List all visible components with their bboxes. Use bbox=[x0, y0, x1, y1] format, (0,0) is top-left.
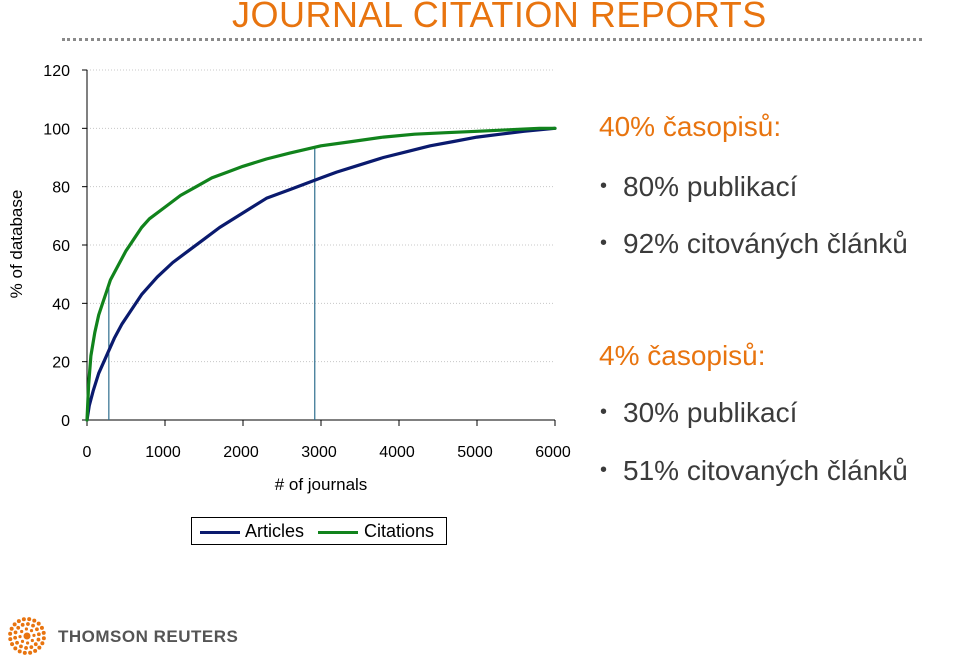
legend-label-citations: Citations bbox=[364, 521, 435, 541]
bullet-text: 30% publikací bbox=[623, 397, 798, 428]
logo-dot bbox=[22, 650, 27, 655]
logo-dot bbox=[32, 633, 36, 637]
chart-legend: Articles Citations bbox=[191, 517, 447, 545]
bullet-text: 51% citovaných článků bbox=[623, 455, 908, 486]
logo-dot bbox=[33, 642, 38, 647]
logo-dot bbox=[40, 641, 45, 646]
logo-dot bbox=[13, 630, 18, 635]
bullet-80-publications: • 80% publikací bbox=[600, 171, 797, 203]
logo-dot bbox=[20, 639, 25, 643]
legend-swatch-articles bbox=[200, 531, 240, 534]
thomson-reuters-logo-icon bbox=[8, 617, 46, 655]
logo-dot bbox=[32, 618, 37, 623]
logo-dot bbox=[24, 627, 28, 631]
logo-dot bbox=[29, 629, 34, 633]
logo-dot bbox=[41, 636, 46, 641]
logo-dot bbox=[13, 646, 18, 651]
logo-dot bbox=[19, 644, 23, 649]
x-tick-label: 0 bbox=[83, 444, 92, 461]
x-tick-label: 4000 bbox=[379, 444, 415, 461]
x-tick-label: 3000 bbox=[301, 444, 337, 461]
bullet-51-citations: • 51% citovaných článků bbox=[600, 455, 908, 487]
logo-dot bbox=[8, 637, 13, 642]
logo-dot bbox=[12, 622, 17, 627]
title-divider bbox=[62, 38, 922, 41]
logo-dot bbox=[30, 638, 34, 643]
logo-dot bbox=[20, 622, 25, 627]
logo-dot bbox=[33, 648, 38, 653]
y-tick-label: 100 bbox=[43, 121, 70, 138]
logo-dot bbox=[15, 640, 19, 645]
logo-dot bbox=[20, 629, 24, 634]
legend-label-articles: Articles bbox=[245, 521, 305, 541]
logo-dot bbox=[26, 641, 30, 645]
logo-dot bbox=[13, 635, 18, 640]
page-title: JOURNAL CITATION REPORTS bbox=[232, 0, 767, 35]
logo-dot bbox=[36, 621, 41, 626]
series-line-citations bbox=[85, 126, 557, 422]
series-line-articles bbox=[85, 126, 557, 422]
logo-dot bbox=[39, 625, 44, 630]
logo-dot bbox=[27, 617, 32, 622]
logo-dot bbox=[18, 635, 22, 639]
logo-dot bbox=[26, 622, 30, 626]
logo-dot bbox=[9, 626, 14, 631]
logo-dot bbox=[28, 650, 33, 655]
logo-dot bbox=[21, 617, 26, 622]
logo-dot bbox=[37, 645, 42, 650]
bullet-dot-icon: • bbox=[600, 175, 608, 197]
heading-40-percent-text: 40% časopisů: bbox=[599, 111, 782, 142]
y-tick-label: 120 bbox=[43, 63, 70, 80]
y-tick-label: 80 bbox=[52, 180, 70, 197]
x-tick-label: 2000 bbox=[223, 444, 259, 461]
y-axis-label: % of database bbox=[7, 190, 26, 299]
logo-dot bbox=[35, 627, 39, 632]
line-chart: 0 20 40 60 80 100 120 0 1000 2000 3000 4000 5000 6000… bbox=[7, 63, 571, 494]
x-axis-label: # of journals bbox=[275, 475, 368, 494]
heading-40-percent: 40% časopisů: bbox=[599, 111, 781, 143]
logo-dot bbox=[16, 619, 21, 624]
bullet-text: 92% citováných článků bbox=[623, 228, 908, 259]
x-tick-label: 5000 bbox=[457, 444, 493, 461]
y-tick-label: 0 bbox=[61, 413, 70, 430]
y-tick-label: 40 bbox=[52, 296, 70, 313]
logo-dot bbox=[16, 625, 21, 630]
bullet-dot-icon: • bbox=[600, 459, 608, 481]
logo-dot bbox=[31, 623, 35, 628]
x-tick-label: 6000 bbox=[535, 444, 571, 461]
y-tick-label: 20 bbox=[52, 355, 70, 372]
logo-dot bbox=[17, 649, 22, 654]
logo-dot bbox=[24, 646, 28, 650]
logo-dot bbox=[36, 632, 41, 637]
bullet-dot-icon: • bbox=[600, 232, 608, 254]
heading-4-percent: 4% časopisů: bbox=[599, 340, 766, 372]
heading-4-percent-text: 4% časopisů: bbox=[599, 340, 766, 371]
bullet-text: 80% publikací bbox=[623, 171, 798, 202]
bullet-dot-icon: • bbox=[600, 401, 608, 423]
logo-text: THOMSON REUTERS bbox=[58, 627, 239, 646]
x-tick-label: 1000 bbox=[145, 444, 181, 461]
logo-dot bbox=[8, 631, 13, 636]
logo-dot bbox=[10, 642, 15, 647]
logo-dot bbox=[29, 645, 34, 650]
y-tick-label: 60 bbox=[52, 238, 70, 255]
logo-dot bbox=[36, 637, 41, 642]
bullet-30-publications: • 30% publikací bbox=[600, 397, 797, 429]
bullet-92-citations: • 92% citováných článků bbox=[600, 228, 908, 260]
legend-swatch-citations bbox=[318, 531, 358, 534]
logo-dot bbox=[41, 630, 46, 635]
